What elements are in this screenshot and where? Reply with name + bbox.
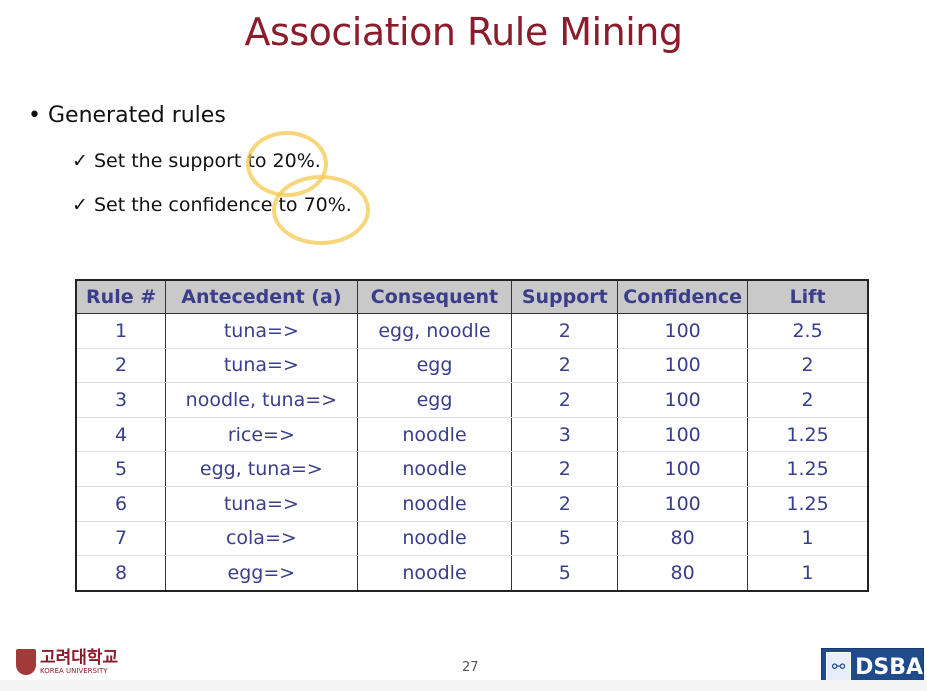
table-cell: egg [356, 382, 513, 418]
column-header: Rule # [75, 279, 167, 314]
bullet-generated-rules: • Generated rules [28, 103, 226, 128]
table-cell: rice=> [165, 417, 358, 453]
slide-title: Association Rule Mining [244, 10, 683, 54]
table-cell: 100 [617, 382, 749, 418]
table-cell: 1.25 [747, 486, 869, 522]
dsba-logo-text: DSBA [855, 654, 923, 680]
table-cell: noodle [356, 486, 513, 522]
column-header: Confidence [617, 279, 749, 314]
table-cell: 2 [75, 348, 167, 384]
table-row: 1 tuna=> egg, noodle 2 100 2.5 [75, 313, 869, 349]
table-cell: 7 [75, 521, 167, 557]
table-cell: 80 [617, 555, 749, 592]
university-name-kr: 고려대학교 [40, 647, 119, 668]
table-cell: 2 [747, 348, 869, 384]
table-row: 6 tuna=> noodle 2 100 1.25 [75, 486, 869, 522]
table-cell: 8 [75, 555, 167, 592]
table-cell: 5 [511, 521, 619, 557]
table-row: 7 cola=> noodle 5 80 1 [75, 521, 869, 557]
table-cell: 100 [617, 348, 749, 384]
table-cell: 5 [511, 555, 619, 592]
table-cell: 80 [617, 521, 749, 557]
column-header: Antecedent (a) [165, 279, 358, 314]
table-row: 2 tuna=> egg 2 100 2 [75, 348, 869, 384]
table-cell: 2 [511, 382, 619, 418]
table-cell: 1 [747, 555, 869, 592]
table-cell: 100 [617, 417, 749, 453]
table-row: 3 noodle, tuna=> egg 2 100 2 [75, 382, 869, 418]
university-name-en: KOREA UNIVERSITY [40, 666, 108, 675]
table-cell: cola=> [165, 521, 358, 557]
table-cell: 1.25 [747, 451, 869, 487]
table-cell: noodle, tuna=> [165, 382, 358, 418]
table-cell: 3 [511, 417, 619, 453]
table-cell: 2 [511, 451, 619, 487]
table-row: 4 rice=> noodle 3 100 1.25 [75, 417, 869, 453]
rules-table: Rule # Antecedent (a) Consequent Support Con… [75, 279, 869, 592]
dsba-logo: ⚯ DSBA [821, 648, 924, 686]
bullet-text: Generated rules [47, 103, 226, 128]
shield-icon [16, 649, 36, 675]
table-row: 8 egg=> noodle 5 80 1 [75, 555, 869, 592]
column-header: Support [511, 279, 619, 314]
column-header: Lift [747, 279, 869, 314]
table-cell: egg, noodle [356, 313, 513, 349]
table-cell: 5 [75, 451, 167, 487]
table-cell: noodle [356, 555, 513, 592]
table-cell: 2 [511, 348, 619, 384]
table-cell: 2.5 [747, 313, 869, 349]
network-icon: ⚯ [826, 652, 852, 682]
table-cell: noodle [356, 521, 513, 557]
table-cell: 1.25 [747, 417, 869, 453]
table-cell: 1 [747, 521, 869, 557]
table-cell: 3 [75, 382, 167, 418]
table-cell: 6 [75, 486, 167, 522]
table-cell: 2 [511, 486, 619, 522]
table-cell: tuna=> [165, 313, 358, 349]
korea-university-logo: 고려대학교 KOREA UNIVERSITY [16, 649, 118, 675]
table-cell: 2 [747, 382, 869, 418]
table-cell: 100 [617, 451, 749, 487]
table-row: 5 egg, tuna=> noodle 2 100 1.25 [75, 451, 869, 487]
table-cell: egg=> [165, 555, 358, 592]
table-cell: 1 [75, 313, 167, 349]
column-header: Consequent [356, 279, 513, 314]
table-cell: egg [356, 348, 513, 384]
page-number: 27 [462, 660, 479, 675]
table-cell: tuna=> [165, 348, 358, 384]
table-cell: noodle [356, 451, 513, 487]
table-cell: 2 [511, 313, 619, 349]
highlight-circle-confidence [272, 175, 370, 245]
table-cell: noodle [356, 417, 513, 453]
table-header-row: Rule # Antecedent (a) Consequent Support Con… [75, 279, 869, 314]
table-cell: 100 [617, 313, 749, 349]
footer-bar [0, 680, 927, 691]
table-cell: 100 [617, 486, 749, 522]
table-cell: egg, tuna=> [165, 451, 358, 487]
table-cell: tuna=> [165, 486, 358, 522]
table-cell: 4 [75, 417, 167, 453]
